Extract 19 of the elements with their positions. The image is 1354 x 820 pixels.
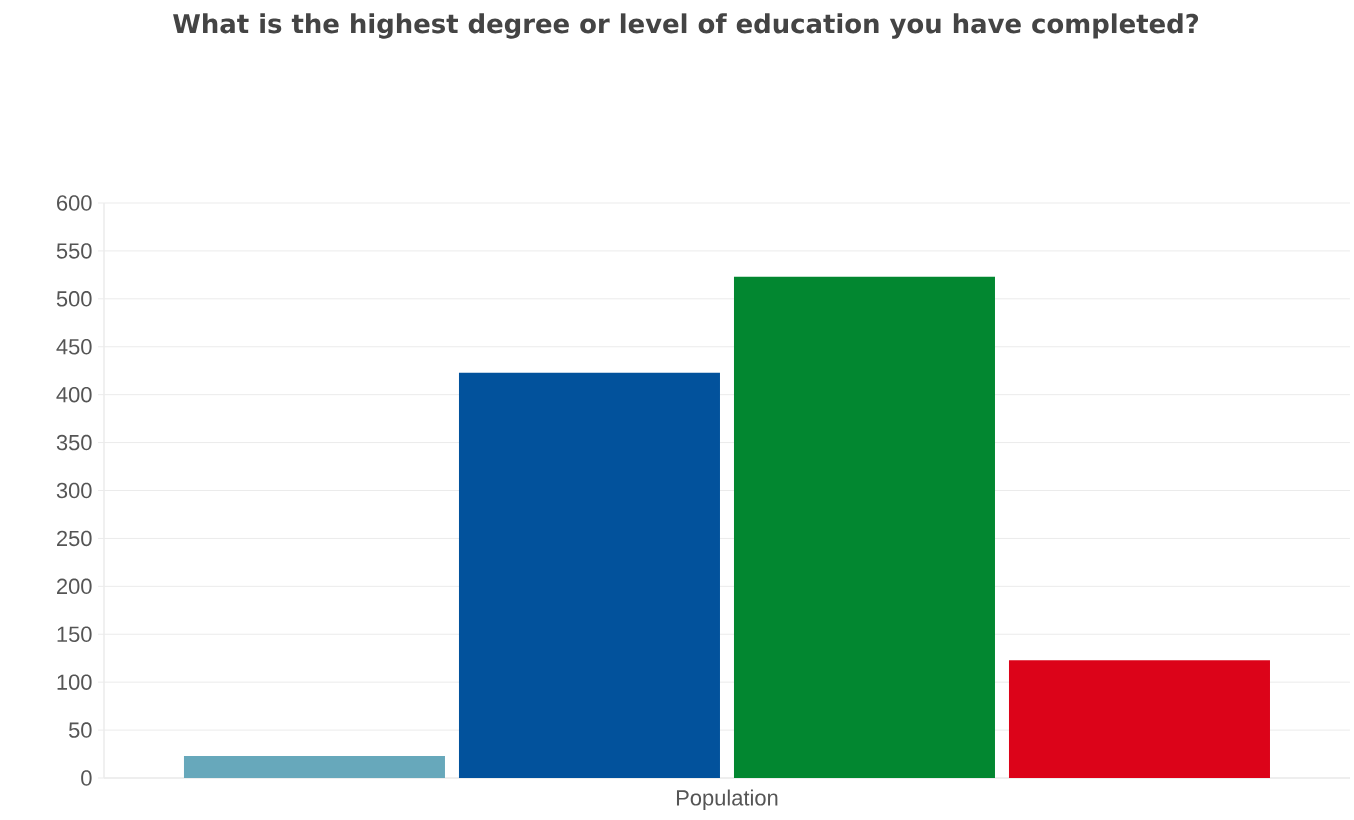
bar [183,755,445,778]
y-tick-label: 450 [56,338,92,355]
y-tick-label: 500 [56,291,92,307]
bar [733,276,995,778]
chart-title: What is the highest degree or level of education you have completed? [173,13,1199,39]
y-tick-label: 600 [57,195,92,211]
y-tick-label: 50 [68,722,92,738]
y-tick-label: 300 [56,482,92,499]
y-tick-label: 100 [57,674,92,690]
bar [1008,660,1270,778]
y-tick-label: 150 [57,626,92,643]
y-tick-label: 0 [81,770,92,786]
y-tick-label: 250 [57,530,92,547]
bar [458,372,720,778]
y-tick-label: 550 [56,243,92,259]
y-tick-label: 200 [57,578,92,595]
y-tick-label: 350 [56,434,92,451]
x-tick-label: Population [676,789,778,810]
y-tick-label: 400 [56,386,92,403]
